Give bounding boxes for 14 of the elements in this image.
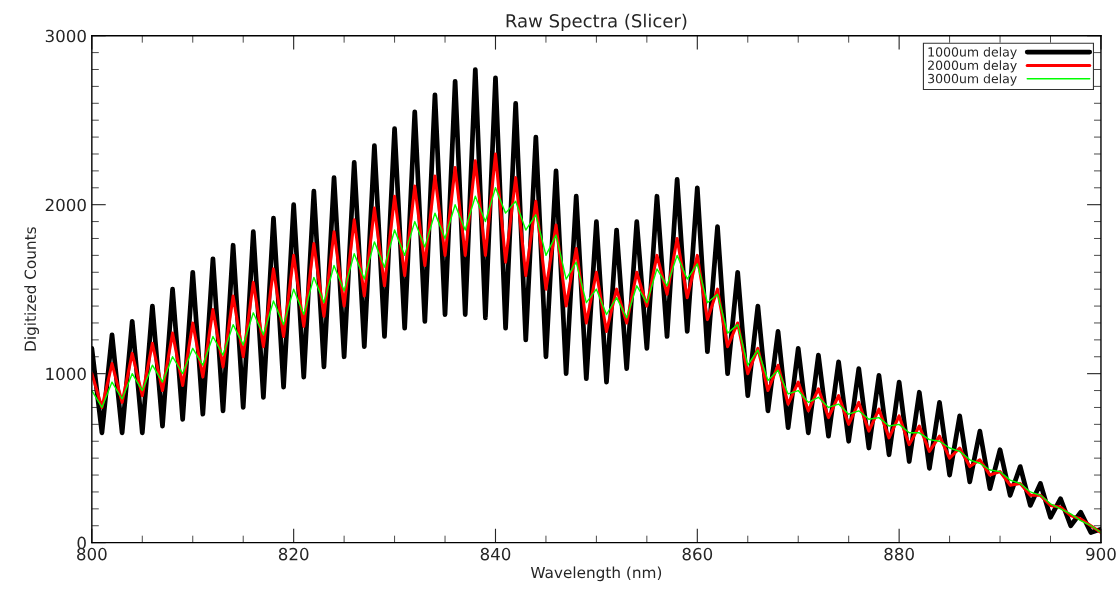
y-axis-title: Digitized Counts (24, 227, 40, 351)
chart-title: Raw Spectra (Slicer) (506, 13, 687, 32)
y-tick-label: 1000 (46, 367, 86, 381)
y-tick-label: 3000 (45, 29, 86, 43)
x-tick-label: 900 (1086, 547, 1116, 561)
x-tick-label: 840 (480, 547, 511, 561)
y-tick-label: 2000 (45, 198, 86, 212)
legend-label: 1000um delay (928, 46, 1017, 60)
legend-label: 2000um delay (928, 60, 1017, 73)
x-axis-title: Wavelength (nm) (530, 566, 662, 582)
legend-label: 3000um delay (928, 73, 1017, 86)
x-tick-label: 860 (682, 547, 713, 561)
x-tick-label: 880 (884, 547, 914, 561)
x-tick-label: 820 (278, 547, 309, 561)
